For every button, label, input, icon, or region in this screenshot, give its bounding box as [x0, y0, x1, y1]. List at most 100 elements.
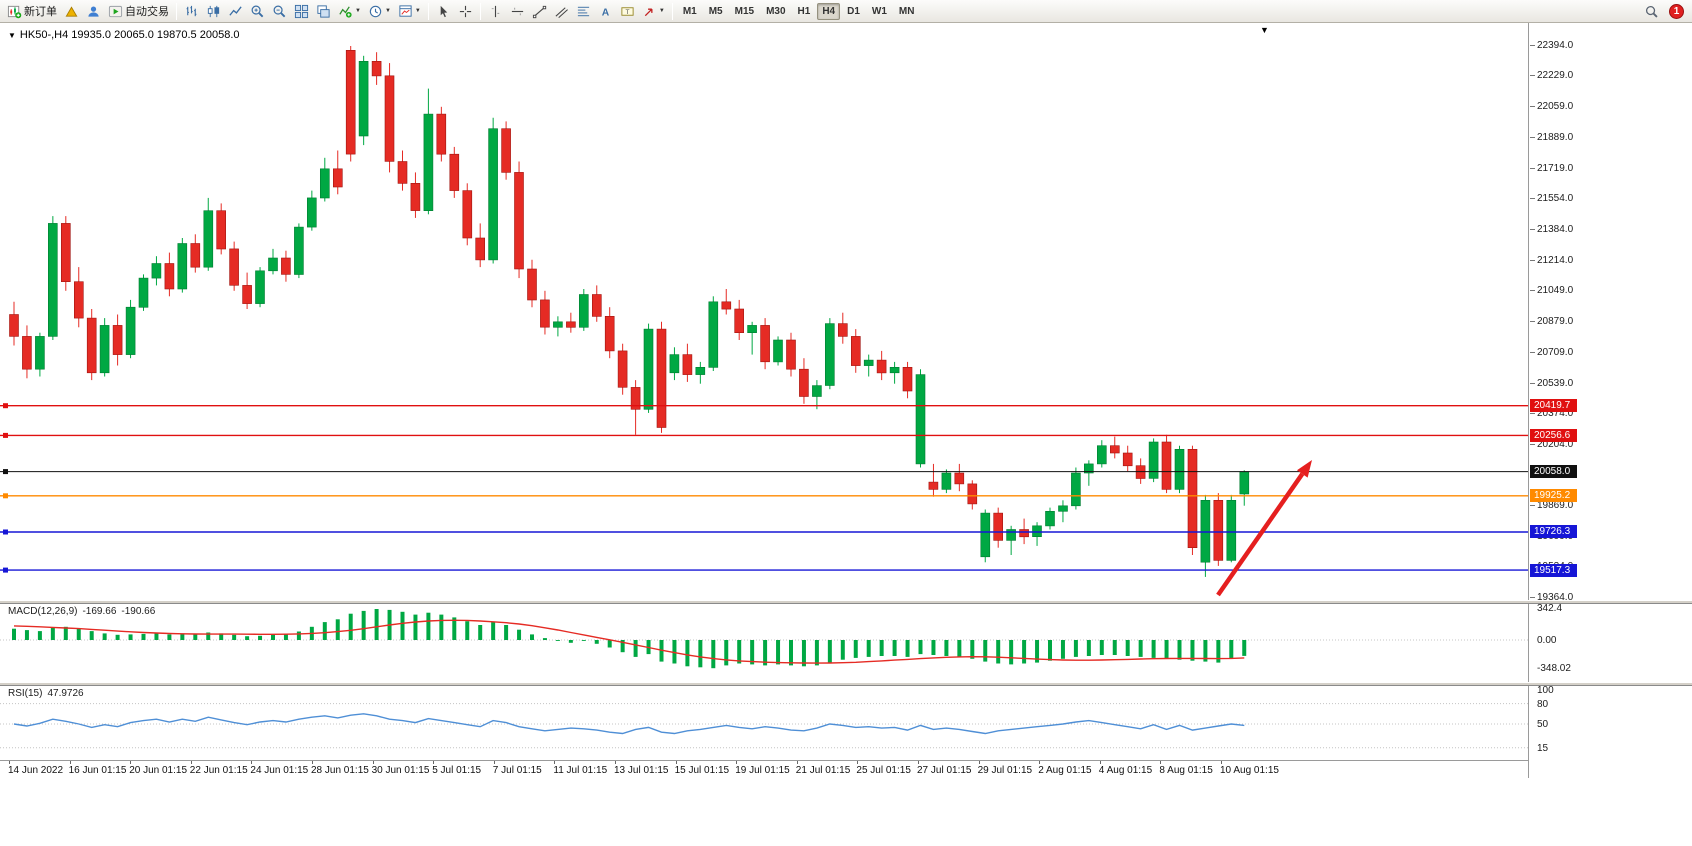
price-tick-label: 21214.0	[1529, 254, 1574, 266]
rsi-panel-canvas[interactable]	[0, 686, 1528, 760]
search-icon	[1645, 5, 1658, 18]
time-tick-mark	[918, 761, 919, 764]
timeframe-h1[interactable]: H1	[793, 3, 816, 20]
time-tick-mark	[736, 761, 738, 764]
candles-series	[9, 46, 1250, 577]
horizontal-line-icon	[511, 7, 523, 15]
autoscroll-marker-icon: ▼	[1260, 25, 1269, 35]
time-tick-mark	[1099, 761, 1101, 764]
channel-tool-button[interactable]	[551, 1, 572, 21]
equidistant-channel-icon	[555, 6, 568, 18]
notification-badge[interactable]: 1	[1669, 3, 1684, 19]
trend-arrow-annotation[interactable]	[1216, 460, 1312, 597]
time-tick-label: 22 Jun 01:15	[189, 765, 248, 776]
time-tick-label: 14 Jun 2022	[8, 765, 64, 776]
timeframe-m5[interactable]: M5	[704, 3, 728, 20]
price-tick-label: 20204.0	[1529, 438, 1574, 450]
time-tick-mark	[190, 761, 192, 764]
macd-indicator-label: MACD(12,26,9) -169.66 -190.66	[8, 606, 160, 617]
zoom-out-icon	[273, 5, 286, 17]
time-tick-mark	[796, 761, 798, 764]
rsi-axis-label: 80	[1537, 698, 1549, 710]
arrows-tool-button[interactable]: ▼	[639, 1, 668, 21]
time-tick-mark	[493, 761, 495, 764]
toolbar-separator	[671, 2, 673, 20]
arrow-tool-icon	[644, 8, 653, 16]
time-tick-label: 27 Jul 01:15	[917, 765, 972, 776]
time-tick-mark	[130, 761, 132, 764]
price-tick-label: 21719.0	[1529, 162, 1574, 174]
macd-axis-label: 342.4	[1537, 603, 1563, 614]
price-tick-label: 22394.0	[1529, 39, 1574, 51]
time-tick-mark	[251, 761, 253, 764]
time-tick-mark	[9, 761, 10, 764]
trendline-tool-button[interactable]	[529, 1, 550, 21]
timeframe-mn[interactable]: MN	[894, 3, 920, 20]
time-tick-label: 20 Jun 01:15	[129, 765, 188, 776]
panel-separator[interactable]	[0, 600, 1692, 604]
rsi-axis-label: 15	[1537, 742, 1549, 754]
indicators-button[interactable]: ▼	[335, 1, 364, 21]
label-tool-button[interactable]: T	[617, 1, 638, 21]
cursor-button[interactable]	[433, 1, 454, 21]
text-label-icon: T	[621, 6, 634, 16]
timeframe-m15[interactable]: M15	[730, 3, 759, 20]
price-line-label: 20419.7	[1530, 399, 1577, 413]
zoom-in-button[interactable]	[247, 1, 268, 21]
market-watch-icon	[65, 5, 78, 17]
tile-windows-button[interactable]	[291, 1, 312, 21]
toolbar-right-group: 1	[1641, 1, 1688, 21]
time-tick-mark	[1039, 761, 1041, 764]
panel-separator[interactable]	[0, 682, 1692, 686]
price-line-label: 19517.3	[1530, 563, 1577, 577]
candlestick-chart-button[interactable]	[203, 1, 224, 21]
macd-name: MACD(12,26,9)	[8, 606, 78, 617]
rsi-axis-label: 100	[1537, 685, 1554, 696]
cascade-windows-button[interactable]	[313, 1, 334, 21]
price-line-label: 19726.3	[1530, 525, 1577, 539]
bar-chart-button[interactable]	[181, 1, 202, 21]
horizontal-line-tool-button[interactable]	[507, 1, 528, 21]
timeframe-h4[interactable]: H4	[817, 2, 841, 20]
navigator-button[interactable]	[83, 1, 104, 21]
new-order-label: 新订单	[24, 6, 57, 18]
time-tick-label: 13 Jul 01:15	[614, 765, 669, 776]
macd-axis-label: -348.02	[1537, 663, 1571, 674]
time-tick-mark	[857, 761, 859, 764]
line-chart-button[interactable]	[225, 1, 246, 21]
bar-chart-icon	[186, 5, 197, 16]
timeframe-w1[interactable]: W1	[867, 3, 892, 20]
price-tick-label: 19364.0	[1529, 591, 1574, 603]
search-button[interactable]	[1641, 1, 1662, 21]
horizontal-price-lines[interactable]	[0, 403, 1528, 573]
timeframe-d1[interactable]: D1	[842, 3, 865, 20]
time-tick-label: 25 Jul 01:15	[856, 765, 911, 776]
main-chart-canvas[interactable]	[0, 23, 1528, 600]
price-tick-label: 21889.0	[1529, 131, 1574, 143]
autotrading-button[interactable]: 自动交易	[105, 1, 172, 21]
text-tool-button[interactable]: A	[595, 1, 616, 21]
candlestick-chart-icon	[207, 5, 220, 17]
vertical-line-tool-button[interactable]	[485, 1, 506, 21]
fibonacci-tool-button[interactable]	[573, 1, 594, 21]
svg-text:T: T	[625, 9, 629, 16]
new-order-button[interactable]: 新订单	[4, 1, 60, 21]
templates-button[interactable]: ▼	[395, 1, 424, 21]
timeframe-m30[interactable]: M30	[761, 3, 790, 20]
crosshair-button[interactable]	[455, 1, 476, 21]
crosshair-icon	[459, 5, 471, 17]
tile-windows-icon	[294, 4, 309, 18]
time-tick-label: 29 Jul 01:15	[977, 765, 1033, 776]
time-tick-mark	[615, 761, 616, 764]
macd-panel-canvas[interactable]	[0, 604, 1528, 682]
price-axis[interactable]: 22394.0 22229.0 22059.0 21889.0 21719.0 21554…	[1528, 23, 1692, 778]
toolbar-separator	[176, 2, 177, 20]
autotrading-icon	[108, 5, 123, 17]
time-axis[interactable]: 14 Jun 2022 16 Jun 01:15 20 Jun 01:15 22 Ju…	[0, 760, 1692, 779]
price-tick-label: 20879.0	[1529, 315, 1574, 327]
periods-button[interactable]: ▼	[365, 1, 394, 21]
timeframe-m1[interactable]: M1	[678, 3, 702, 20]
time-tick-mark	[69, 761, 71, 764]
market-watch-button[interactable]	[61, 1, 82, 21]
zoom-out-button[interactable]	[269, 1, 290, 21]
